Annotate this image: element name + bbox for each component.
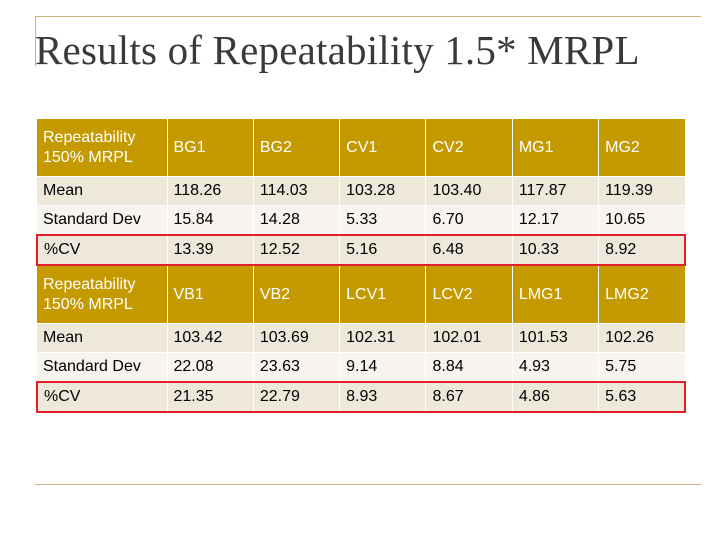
row-label: Mean [37, 323, 168, 353]
table-cell: 8.92 [598, 234, 687, 266]
table-row-highlighted-cv: %CV 21.35 22.79 8.93 8.67 4.86 5.63 [36, 381, 687, 413]
row-label: %CV [36, 234, 168, 266]
header-cell: Repeatability 150% MRPL [37, 265, 168, 324]
table-cell: 118.26 [167, 176, 254, 206]
table-cell: 103.40 [425, 176, 513, 206]
decorative-rule-top [35, 16, 701, 17]
table-cell: 103.69 [253, 323, 341, 353]
table-cell: 102.01 [425, 323, 513, 353]
table-cell: 102.26 [598, 323, 686, 353]
table-cell: 22.79 [253, 381, 341, 413]
table-cell: 10.33 [512, 234, 600, 266]
table-row: Standard Dev 15.84 14.28 5.33 6.70 12.17… [37, 205, 686, 236]
table-cell: 22.08 [167, 352, 254, 383]
table-row-highlighted-cv: %CV 13.39 12.52 5.16 6.48 10.33 8.92 [36, 234, 687, 266]
table-cell: 119.39 [598, 176, 686, 206]
header-cell: MG2 [598, 119, 686, 177]
table-cell: 12.17 [512, 205, 600, 236]
row-label: Standard Dev [37, 352, 168, 383]
header-cell: VB1 [167, 265, 254, 324]
table-header-row: Repeatability 150% MRPL BG1 BG2 CV1 CV2 … [37, 119, 686, 177]
table-cell: 10.65 [598, 205, 686, 236]
table-cell: 103.28 [339, 176, 427, 206]
repeatability-table: Repeatability 150% MRPL BG1 BG2 CV1 CV2 … [36, 119, 687, 413]
header-cell: LMG1 [512, 265, 600, 324]
header-cell: LCV1 [339, 265, 427, 324]
header-cell: MG1 [512, 119, 600, 177]
row-label: Mean [37, 176, 168, 206]
header-cell: CV2 [425, 119, 513, 177]
table-cell: 8.93 [339, 381, 427, 413]
table-cell: 5.16 [339, 234, 427, 266]
table-cell: 5.75 [598, 352, 686, 383]
table-cell: 4.86 [512, 381, 600, 413]
table-cell: 8.84 [425, 352, 513, 383]
table-cell: 23.63 [253, 352, 341, 383]
row-label: %CV [36, 381, 168, 413]
table-cell: 21.35 [167, 381, 254, 413]
table-cell: 8.67 [425, 381, 513, 413]
decorative-rule-vertical [35, 16, 36, 66]
table-cell: 4.93 [512, 352, 600, 383]
header-cell: Repeatability 150% MRPL [37, 119, 168, 177]
table-cell: 6.48 [425, 234, 513, 266]
table-cell: 114.03 [253, 176, 341, 206]
table-cell: 15.84 [167, 205, 254, 236]
table-header-row: Repeatability 150% MRPL VB1 VB2 LCV1 LCV… [37, 265, 686, 324]
header-cell: LCV2 [425, 265, 513, 324]
table-cell: 102.31 [339, 323, 427, 353]
row-label: Standard Dev [37, 205, 168, 236]
table-cell: 9.14 [339, 352, 427, 383]
table-cell: 117.87 [512, 176, 600, 206]
header-cell: BG1 [167, 119, 254, 177]
table-cell: 101.53 [512, 323, 600, 353]
table-cell: 6.70 [425, 205, 513, 236]
slide-title: Results of Repeatability 1.5* MRPL [35, 27, 640, 73]
table-cell: 12.52 [253, 234, 341, 266]
table-cell: 5.63 [598, 381, 687, 413]
table-row: Mean 118.26 114.03 103.28 103.40 117.87 … [37, 176, 686, 206]
table-row: Mean 103.42 103.69 102.31 102.01 101.53 … [37, 323, 686, 353]
table-cell: 5.33 [339, 205, 427, 236]
table-cell: 14.28 [253, 205, 341, 236]
table-cell: 13.39 [167, 234, 254, 266]
decorative-rule-bottom [35, 484, 701, 485]
header-cell: BG2 [253, 119, 341, 177]
header-cell: VB2 [253, 265, 341, 324]
table-row: Standard Dev 22.08 23.63 9.14 8.84 4.93 … [37, 352, 686, 383]
table-cell: 103.42 [167, 323, 254, 353]
header-cell: CV1 [339, 119, 427, 177]
header-cell: LMG2 [598, 265, 686, 324]
